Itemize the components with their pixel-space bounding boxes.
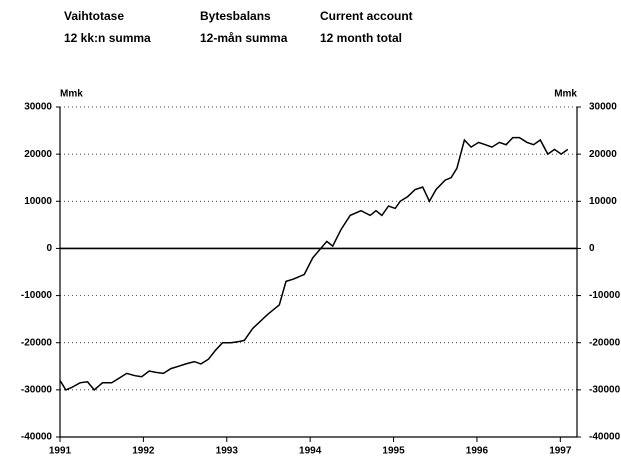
x-tick-label: 1997: [549, 446, 572, 457]
y-tick-label: 30000: [24, 102, 52, 113]
x-tick-label: 1994: [299, 446, 322, 457]
x-tick-label: 1992: [132, 446, 155, 457]
y2-axis-label: Mmk: [554, 89, 577, 100]
series-line: [59, 136, 569, 391]
y2-tick-label: 10000: [589, 196, 617, 207]
header: Current account: [320, 9, 413, 23]
header: Vaihtotase: [64, 9, 124, 23]
x-tick-label: 1995: [382, 446, 405, 457]
y2-tick-label: -30000: [589, 384, 621, 395]
y2-tick-label: -40000: [589, 432, 621, 443]
x-tick-label: 1996: [466, 446, 489, 457]
x-tick-label: 1993: [216, 446, 239, 457]
y-axis-label: Mmk: [60, 89, 83, 100]
y-tick-label: -10000: [21, 290, 53, 301]
y-tick-label: -20000: [21, 337, 53, 348]
header: Bytesbalans: [200, 9, 271, 23]
header: 12 kk:n summa: [64, 31, 151, 45]
x-tick-label: 1991: [49, 446, 72, 457]
y-tick-label: -40000: [21, 432, 53, 443]
header: 12-mån summa: [200, 31, 288, 45]
header: 12 month total: [320, 31, 402, 45]
y2-tick-label: -20000: [589, 337, 621, 348]
y-tick-label: -30000: [21, 384, 53, 395]
y-tick-label: 0: [46, 243, 52, 254]
y-tick-label: 20000: [24, 149, 52, 160]
y2-tick-label: 30000: [589, 102, 617, 113]
y-tick-label: 10000: [24, 196, 52, 207]
y2-tick-label: 0: [589, 243, 595, 254]
y2-tick-label: 20000: [589, 149, 617, 160]
y2-tick-label: -10000: [589, 290, 621, 301]
